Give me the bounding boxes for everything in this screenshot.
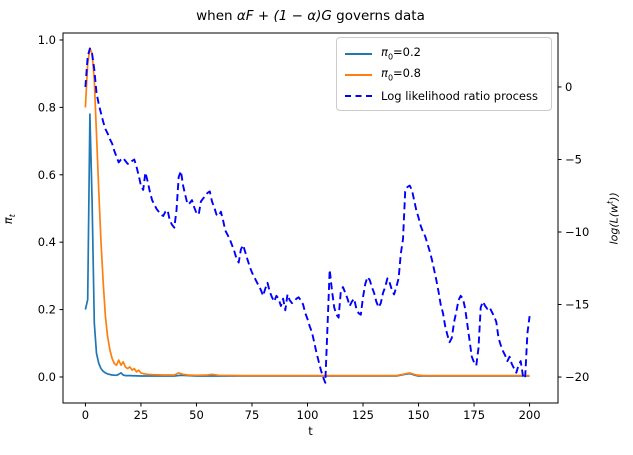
- y-right-label-post: )): [607, 192, 621, 201]
- series-line-0: [84, 113, 530, 377]
- series-line-2: [84, 47, 531, 384]
- legend-label-pi02-value: =0.2: [393, 45, 421, 60]
- y-right-tick-label: −15: [565, 298, 589, 312]
- y-left-tick-label: 0.2: [38, 303, 56, 317]
- y-left-tick-label: 0.6: [38, 168, 56, 182]
- chart-title-math: αF + (1 − α)G: [236, 8, 332, 24]
- chart-title-suffix: governs data: [331, 8, 425, 24]
- x-axis-label: t: [308, 424, 313, 438]
- x-tick-label: 175: [463, 408, 485, 422]
- y-axis-left-label: πt: [1, 174, 17, 264]
- legend-item-llr: Log likelihood ratio process: [345, 85, 543, 106]
- y-left-tick-label: 0.4: [38, 235, 56, 249]
- x-tick-label: 100: [297, 408, 319, 422]
- legend-line-sample-llr: [345, 94, 372, 97]
- x-tick-label: 75: [245, 408, 260, 422]
- y-right-tick-label: −10: [565, 225, 589, 239]
- legend-label-pi02-base: π: [381, 45, 388, 60]
- legend: π0=0.2 π0=0.8 Log likelihood ratio proce…: [336, 37, 552, 111]
- series-line-1: [84, 47, 530, 377]
- legend-item-pi08: π0=0.8: [345, 64, 543, 85]
- x-tick-label: 200: [519, 408, 541, 422]
- y-right-label-pre: log(L(w: [607, 203, 621, 245]
- chart-title: when αF + (1 − α)G governs data: [63, 8, 558, 24]
- legend-label-pi08: π0=0.8: [381, 66, 421, 82]
- legend-label-llr: Log likelihood ratio process: [381, 88, 538, 103]
- legend-label-pi08-base: π: [381, 66, 388, 81]
- y-right-tick-label: −20: [565, 370, 589, 384]
- legend-label-pi02: π0=0.2: [381, 45, 421, 61]
- y-right-label-sup: t: [605, 200, 615, 204]
- legend-label-pi08-sub: 0: [387, 73, 394, 83]
- y-right-tick-label: −5: [565, 152, 582, 166]
- axes-spines: [62, 32, 559, 404]
- x-tick-label: 50: [189, 408, 204, 422]
- y-axis-right-label: log(L(wt)): [606, 173, 621, 263]
- x-tick-label: 125: [352, 408, 374, 422]
- legend-label-pi08-value: =0.8: [393, 66, 421, 81]
- x-tick-label: 25: [134, 408, 149, 422]
- y-left-label-base: π: [0, 217, 15, 225]
- x-tick-label: 150: [408, 408, 430, 422]
- y-left-tick-label: 0.8: [38, 100, 56, 114]
- legend-item-pi02: π0=0.2: [345, 43, 543, 64]
- chart-title-prefix: when: [196, 8, 237, 24]
- legend-line-sample-pi08: [345, 73, 372, 76]
- legend-line-sample-pi02: [345, 52, 372, 55]
- legend-label-pi02-sub: 0: [387, 52, 394, 62]
- y-right-tick-label: 0: [565, 80, 572, 94]
- y-left-tick-label: 1.0: [38, 33, 56, 47]
- y-left-label-sub: t: [8, 214, 18, 218]
- y-left-tick-label: 0.0: [38, 370, 56, 384]
- x-tick-label: 0: [82, 408, 89, 422]
